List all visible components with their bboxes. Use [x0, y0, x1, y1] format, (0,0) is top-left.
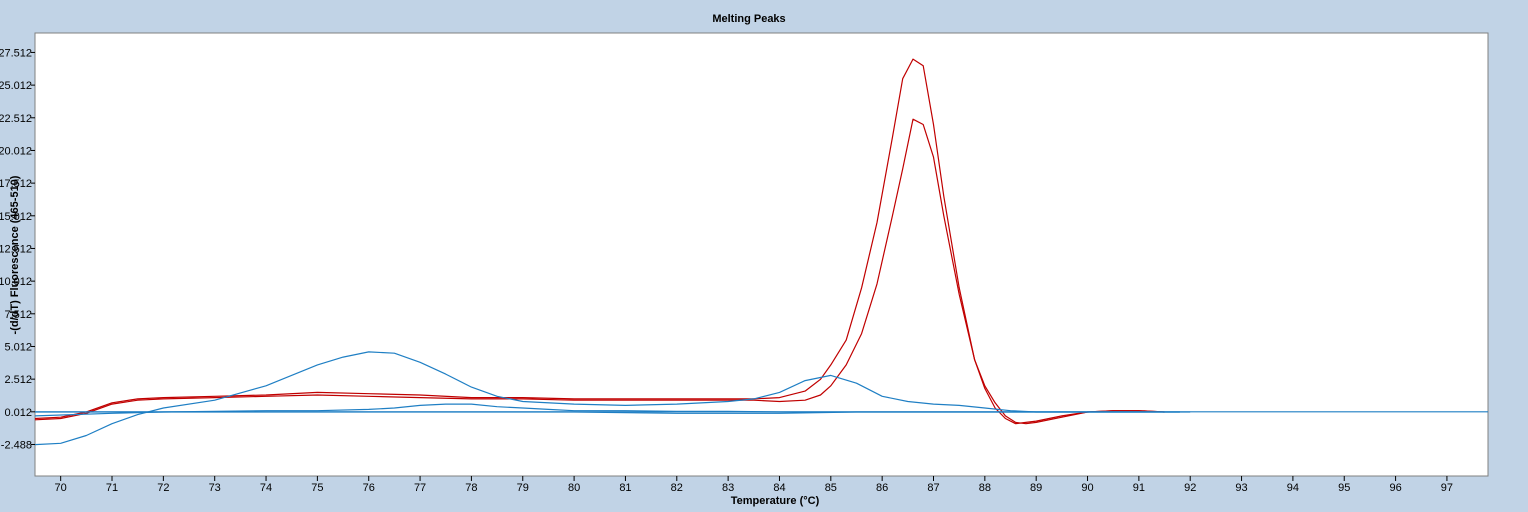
x-tick-label: 97: [1441, 482, 1453, 494]
y-axis: -2.488 0.012 2.512 5.012 7.512 10.012 12.512 15…: [0, 47, 35, 451]
x-tick-label: 78: [465, 482, 477, 494]
y-tick-label: 7.512: [4, 309, 32, 321]
x-tick-label: 95: [1338, 482, 1350, 494]
y-tick-label: -2.488: [1, 439, 32, 451]
y-tick-label: 0.012: [4, 407, 32, 419]
series-lines: [34, 58, 1488, 446]
x-tick-label: 83: [722, 482, 734, 494]
x-tick-label: 96: [1389, 482, 1401, 494]
x-tick-label: 81: [619, 482, 631, 494]
x-tick-label: 80: [568, 482, 580, 494]
x-tick-label: 73: [209, 482, 221, 494]
y-tick-label: 12.512: [0, 243, 32, 255]
series-line-3: [34, 351, 1180, 446]
x-axis: 70 71 72 73 74 75 76 77 78 79 80 81 82 83 84 85 86 87 88 89…: [55, 476, 1453, 494]
y-tick-label: 22.512: [0, 113, 32, 125]
chart-title: Melting Peaks: [712, 13, 785, 25]
x-tick-label: 84: [773, 482, 785, 494]
x-tick-label: 79: [517, 482, 529, 494]
x-tick-label: 70: [55, 482, 67, 494]
x-tick-label: 74: [260, 482, 272, 494]
x-tick-label: 91: [1133, 482, 1145, 494]
x-tick-label: 92: [1184, 482, 1196, 494]
x-tick-label: 86: [876, 482, 888, 494]
x-tick-label: 77: [414, 482, 426, 494]
x-tick-label: 75: [311, 482, 323, 494]
series-line-2: [34, 58, 1165, 425]
x-tick-label: 71: [106, 482, 118, 494]
x-tick-label: 89: [1030, 482, 1042, 494]
series-line-1: [34, 118, 1165, 425]
y-tick-label: 15.012: [0, 211, 32, 223]
y-tick-label: 10.012: [0, 276, 32, 288]
x-tick-label: 87: [927, 482, 939, 494]
x-tick-label: 82: [671, 482, 683, 494]
y-tick-label: 20.012: [0, 145, 32, 157]
y-tick-label: 2.512: [4, 374, 32, 386]
x-tick-label: 76: [363, 482, 375, 494]
x-tick-label: 90: [1081, 482, 1093, 494]
y-tick-label: 17.512: [0, 178, 32, 190]
x-tick-label: 94: [1287, 482, 1299, 494]
y-tick-label: 27.512: [0, 47, 32, 59]
x-tick-label: 93: [1235, 482, 1247, 494]
x-tick-label: 88: [979, 482, 991, 494]
y-tick-label: 5.012: [4, 341, 32, 353]
plot-area: [34, 32, 1489, 477]
x-axis-label: Temperature (°C): [731, 495, 820, 507]
x-tick-label: 72: [157, 482, 169, 494]
y-axis-label: -(d/dT) Fluorescence (465-510): [9, 175, 21, 334]
x-tick-label: 85: [825, 482, 837, 494]
y-tick-label: 25.012: [0, 80, 32, 92]
